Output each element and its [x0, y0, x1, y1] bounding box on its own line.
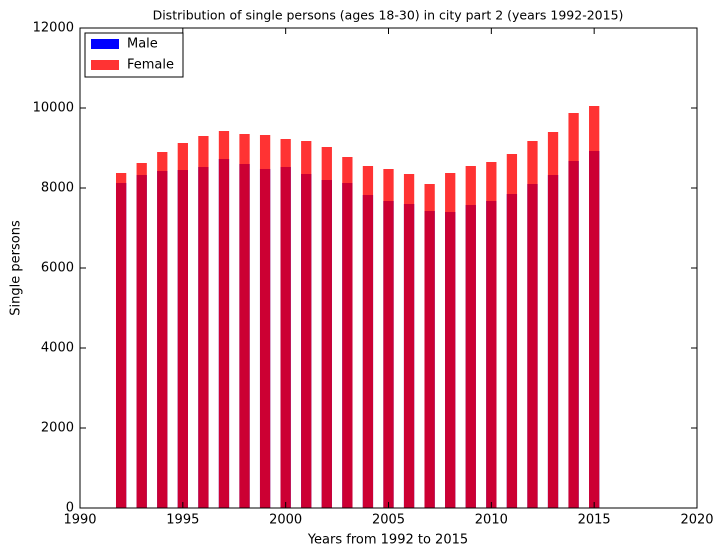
bar: [589, 106, 600, 508]
bar: [218, 131, 230, 508]
bar: [506, 154, 518, 508]
bar: [115, 173, 127, 508]
bar: [301, 141, 312, 508]
plot-frame: [79, 27, 698, 509]
chart-title: Distribution of single persons (ages 18-…: [153, 8, 624, 23]
bar: [136, 163, 147, 508]
x-tick-label: 2010: [475, 513, 508, 528]
y-tick-label: 2000: [41, 421, 74, 436]
bar: [403, 174, 415, 508]
y-tick-label: 12000: [33, 21, 74, 36]
y-tick-label: 0: [66, 501, 74, 516]
bar: [157, 152, 168, 508]
bar: [445, 173, 456, 508]
legend-label: Female: [127, 58, 174, 73]
y-tick-label: 6000: [41, 261, 74, 276]
bar: [383, 169, 394, 508]
bar: [424, 184, 435, 508]
bar: [465, 166, 476, 508]
y-tick-label: 4000: [41, 341, 74, 356]
bar: [198, 136, 209, 508]
x-axis-label: Years from 1992 to 2015: [307, 533, 468, 548]
bar: [527, 141, 538, 508]
legend-swatch: [91, 39, 119, 49]
legend-swatch: [91, 60, 119, 70]
bar: [342, 157, 353, 508]
bar: [547, 132, 559, 508]
bar: [177, 143, 188, 508]
bar: [486, 162, 497, 508]
bar: [362, 166, 374, 508]
x-tick-label: 2020: [680, 513, 713, 528]
bar: [259, 135, 271, 508]
bar: [239, 134, 250, 508]
bar: [280, 139, 291, 508]
bar: [321, 147, 332, 508]
y-tick-label: 8000: [41, 181, 74, 196]
x-tick-label: 1995: [166, 513, 199, 528]
x-tick-label: 2005: [372, 513, 405, 528]
legend-label: Male: [127, 37, 158, 52]
x-tick-label: 2015: [578, 513, 611, 528]
y-tick-label: 10000: [33, 101, 74, 116]
x-tick-label: 2000: [269, 513, 302, 528]
bar: [568, 113, 579, 508]
x-tick-label: 1990: [63, 513, 96, 528]
y-axis-label: Single persons: [9, 220, 24, 316]
